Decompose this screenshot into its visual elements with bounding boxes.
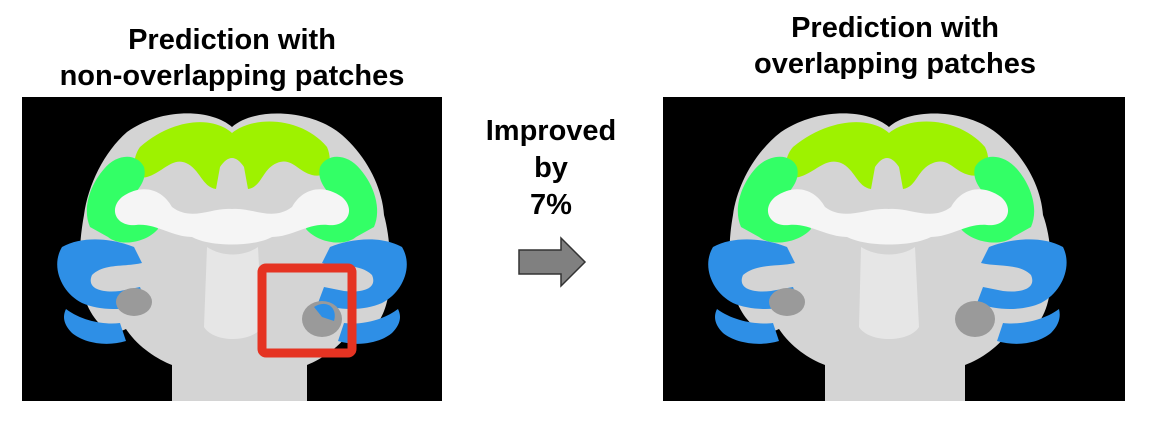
right-panel-title: Prediction with overlapping patches — [660, 10, 1130, 82]
left-panel-title: Prediction with non-overlapping patches — [20, 22, 444, 94]
right-title-line1: Prediction with — [791, 12, 999, 44]
brain-segmentation-right — [708, 113, 1067, 401]
improvement-label: Improved by 7% — [472, 113, 630, 224]
overlapping-prediction-image — [663, 97, 1125, 401]
right-title-line2: overlapping patches — [753, 48, 1036, 80]
left-title-line1: Prediction with — [128, 24, 336, 56]
improvement-line1: Improved — [485, 115, 617, 147]
highlight-box — [257, 263, 357, 358]
non-overlapping-prediction-image — [22, 97, 442, 401]
improvement-line3: 7% — [530, 189, 572, 221]
brain-segmentation-left — [57, 113, 407, 401]
improvement-line2: by — [534, 152, 568, 184]
right-arrow-icon — [518, 236, 587, 288]
left-title-line2: non-overlapping patches — [59, 60, 405, 92]
